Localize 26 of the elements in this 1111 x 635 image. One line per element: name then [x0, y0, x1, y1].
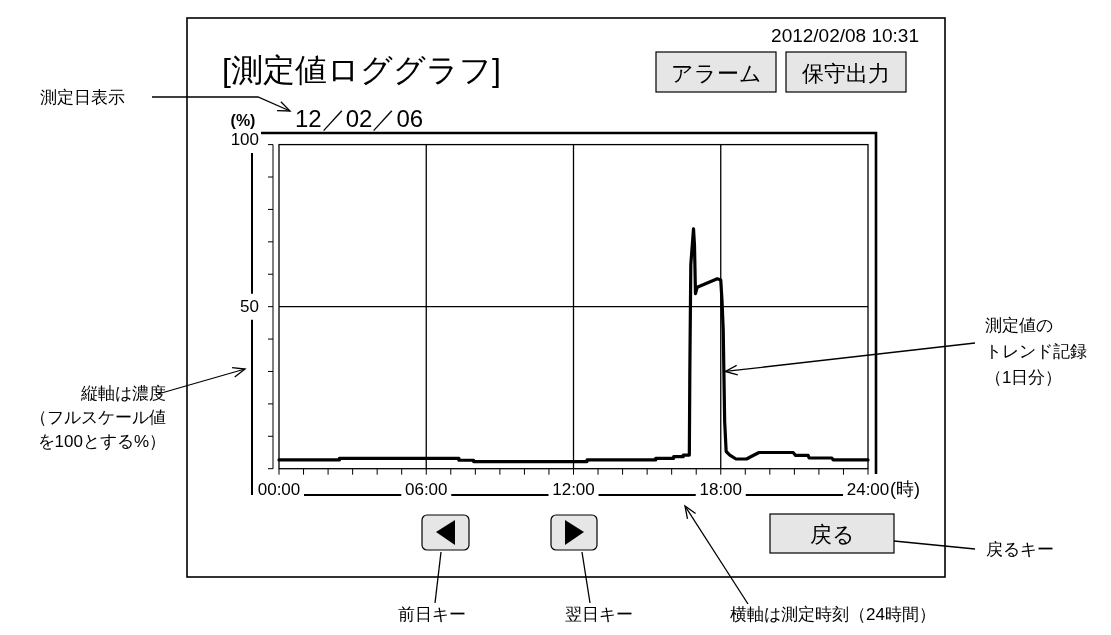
annotation: トレンド記録: [985, 341, 1087, 361]
y-axis-title: (%): [230, 111, 256, 129]
text: 測定値の: [985, 315, 1053, 335]
text: （フルスケール値: [30, 407, 166, 427]
text: 縦軸は濃度: [80, 383, 166, 403]
text: 12／02／06: [295, 104, 424, 132]
text: 前日キー: [398, 604, 466, 624]
text: 横軸は測定時刻（24時間）: [730, 604, 936, 624]
y-tick-label: 100: [230, 130, 259, 150]
text: 2012/02/08 10:31: [771, 24, 919, 46]
text: 測定日表示: [40, 87, 125, 107]
text: を100とする%）: [37, 431, 166, 451]
x-tick-label: 18:00: [699, 479, 743, 499]
x-tick-label: 24:00: [846, 479, 890, 499]
x-axis-title: (時): [890, 479, 920, 499]
y-tick-label: 50: [240, 297, 259, 317]
text: 翌日キー: [565, 604, 633, 624]
text: 戻る: [809, 522, 855, 547]
chart-title: [測定値ロググラフ]: [222, 52, 501, 88]
text: 保守出力: [802, 60, 890, 86]
x-tick-label: 06:00: [404, 479, 448, 499]
x-tick-label: 00:00: [257, 479, 301, 499]
text: アラーム: [670, 60, 762, 86]
x-tick-label: 12:00: [552, 479, 595, 499]
text: 戻るキー: [986, 539, 1054, 559]
text: （1日分）: [985, 367, 1063, 387]
